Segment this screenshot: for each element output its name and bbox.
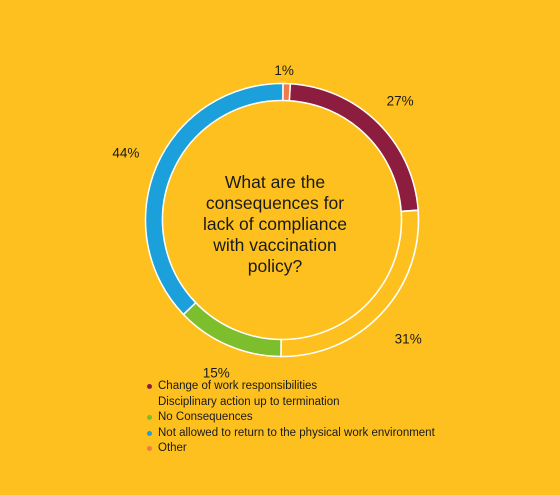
- donut-slice-4: [282, 82, 292, 102]
- legend-dot-icon: [147, 400, 152, 405]
- legend-dot-icon: [147, 384, 152, 389]
- legend-item-change-of-work: Change of work responsibilities: [147, 379, 435, 395]
- legend-item-other: Other: [147, 441, 435, 457]
- slice-value-label: 27%: [387, 94, 414, 109]
- legend-dot-icon: [147, 415, 152, 420]
- chart-question: What are the consequences for lack of co…: [203, 172, 347, 276]
- slice-value-label: 44%: [112, 146, 139, 161]
- slice-value-label: 15%: [203, 365, 230, 380]
- donut-slices: [144, 82, 420, 358]
- legend-label: Disciplinary action up to termination: [158, 395, 340, 408]
- legend-item-disciplinary-action: Disciplinary action up to termination: [147, 395, 435, 411]
- donut-labels: 27% 31% 15% 44% 1%: [112, 63, 421, 380]
- legend-dot-icon: [147, 446, 152, 451]
- slice-value-label: 1%: [274, 63, 294, 78]
- legend-label: Other: [158, 442, 187, 454]
- donut-slice-2: [182, 301, 282, 358]
- legend-dot-icon: [147, 430, 152, 436]
- slice-value-label: 31%: [395, 331, 422, 346]
- chart-legend: Change of work responsibilities Discipli…: [147, 379, 435, 457]
- legend-item-not-allowed-return: Not allowed to return to the physical wo…: [147, 426, 435, 442]
- legend-label: No Consequences: [158, 411, 253, 423]
- legend-label: Not allowed to return to the physical wo…: [158, 426, 435, 439]
- legend-item-no-consequences: No Consequences: [147, 410, 435, 426]
- legend-label: Change of work responsibilities: [158, 380, 318, 392]
